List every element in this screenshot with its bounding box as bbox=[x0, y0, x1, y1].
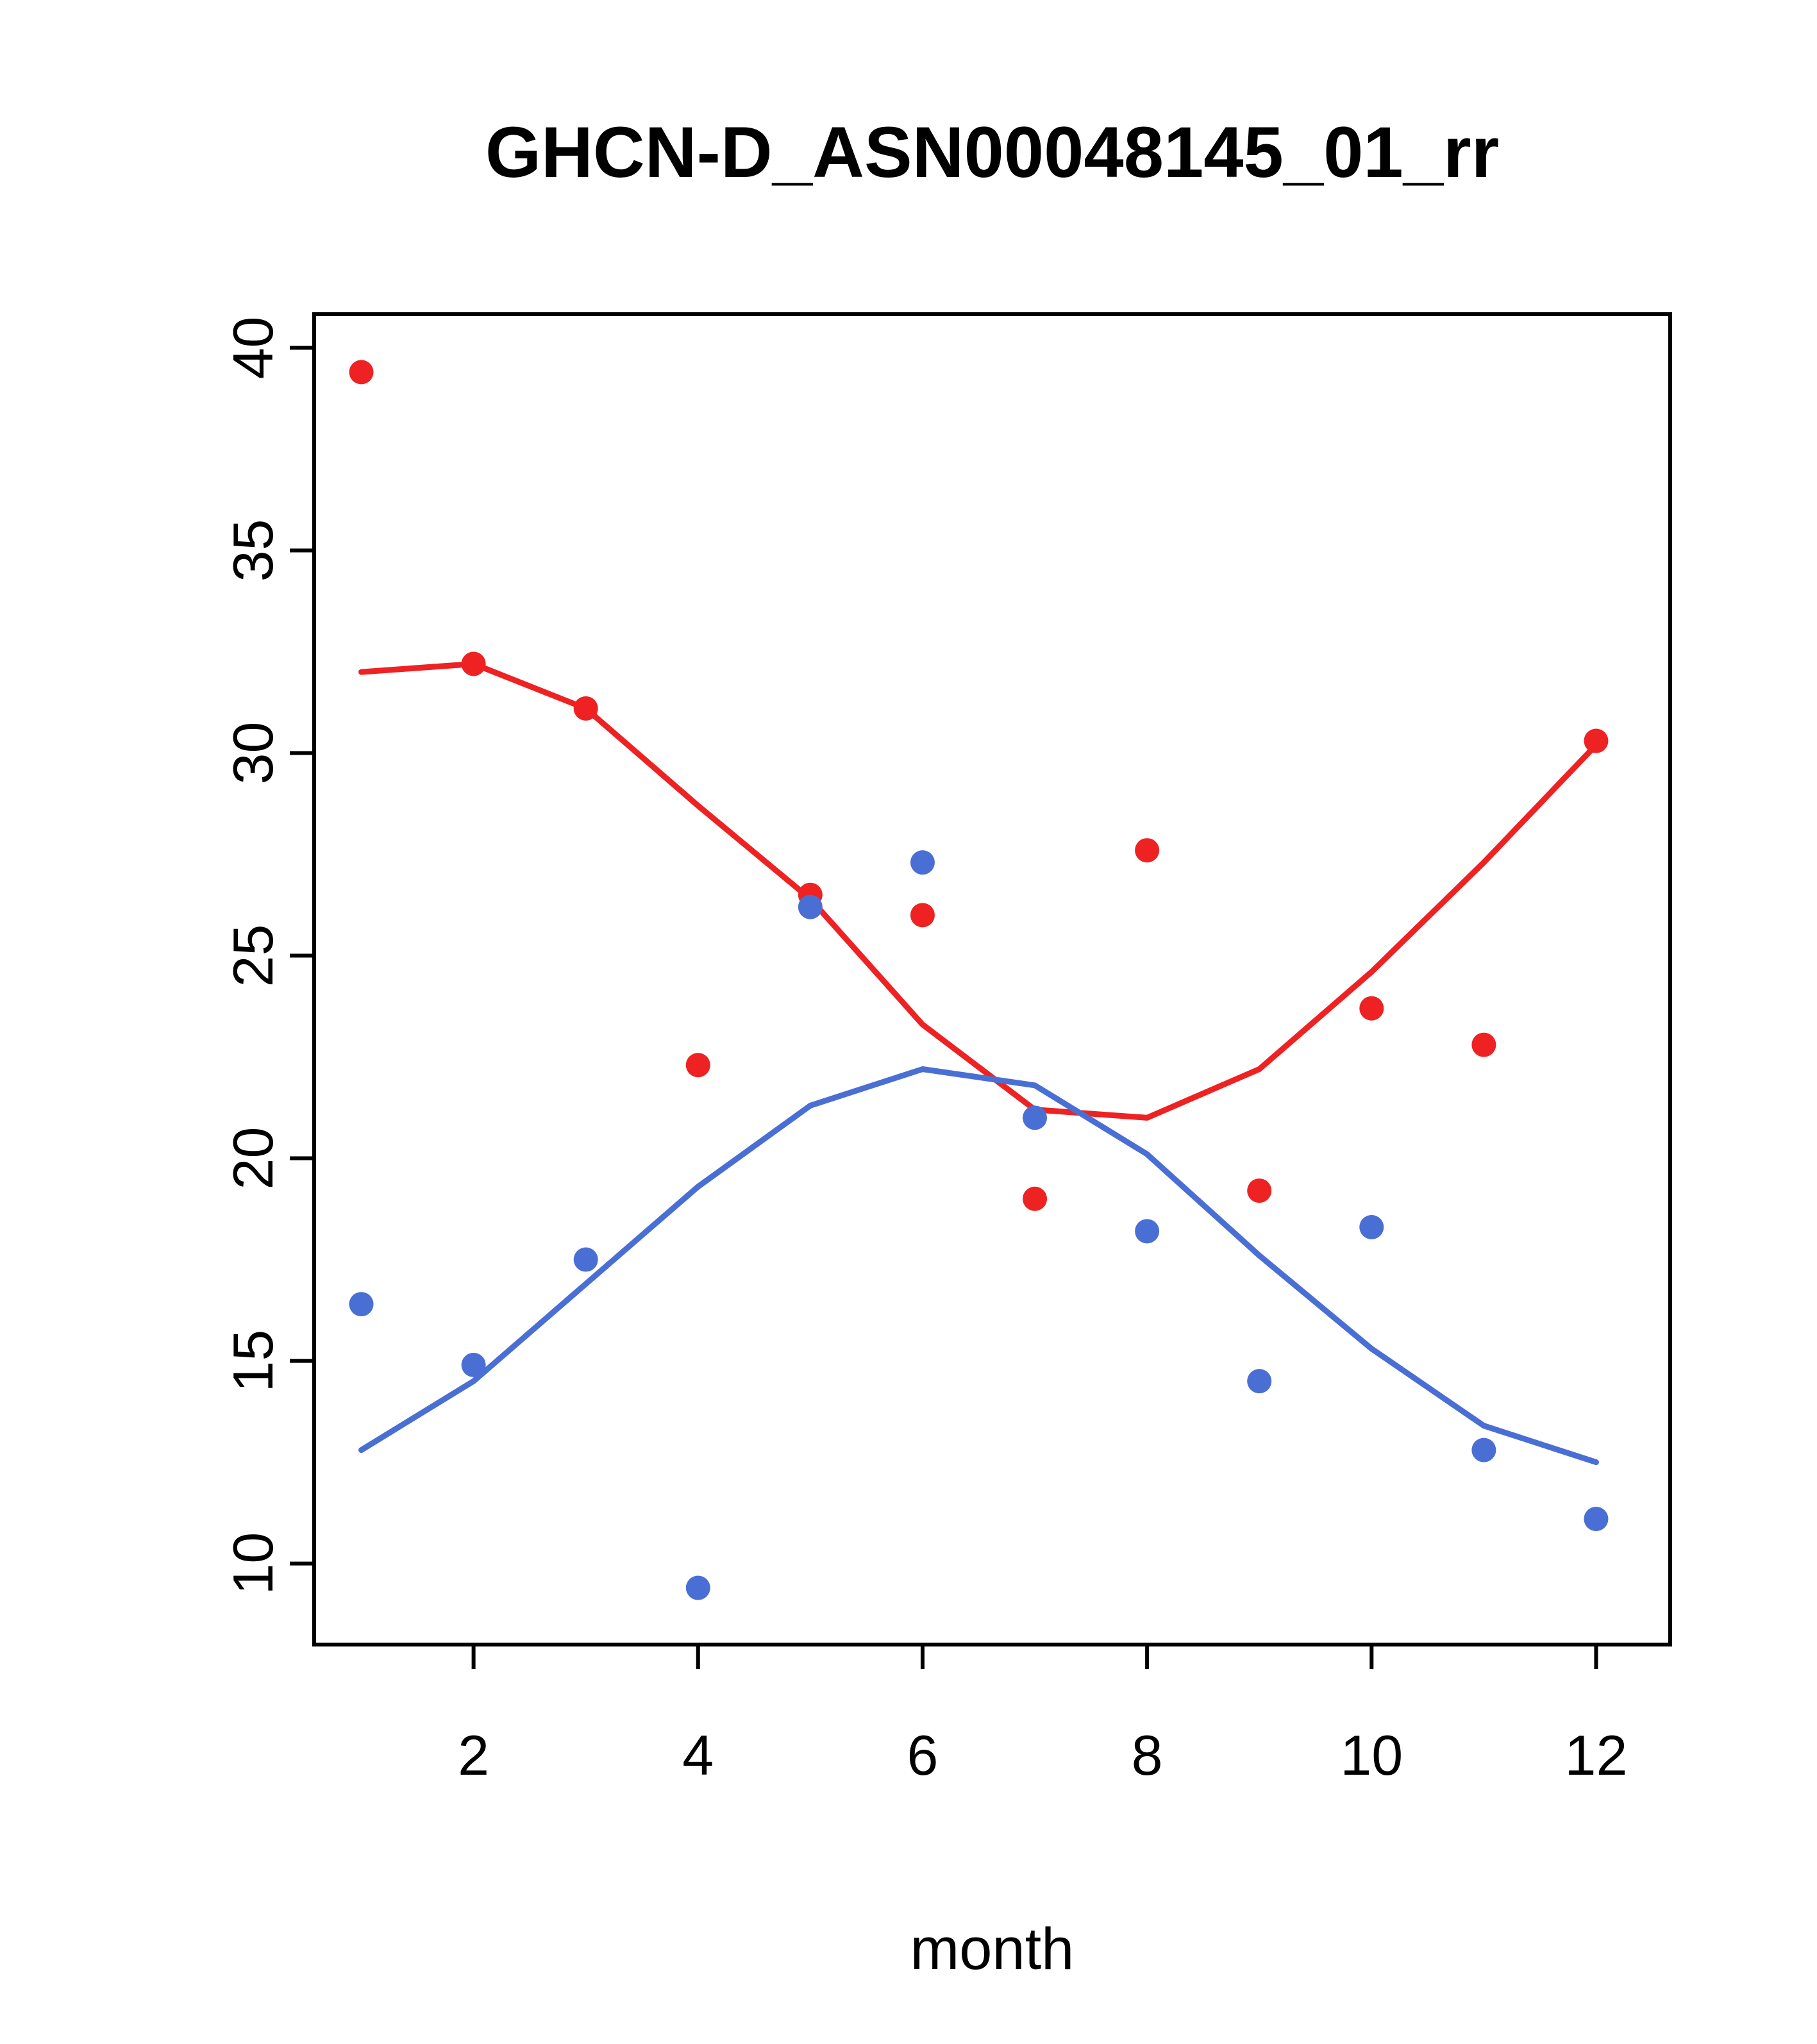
plot-box bbox=[312, 312, 1672, 1646]
red-smooth-line bbox=[358, 660, 1599, 1121]
x-axis-tick-label: 12 bbox=[1565, 1723, 1628, 1787]
red-point bbox=[1359, 996, 1384, 1021]
x-axis-tick-label: 2 bbox=[458, 1723, 489, 1787]
red-point bbox=[1584, 728, 1609, 753]
blue-point bbox=[910, 850, 935, 875]
y-axis-tick-label: 10 bbox=[221, 1532, 285, 1595]
red-point bbox=[685, 1053, 710, 1078]
chart-title: GHCN-D_ASN00048145_01_rr bbox=[485, 112, 1500, 192]
red-point bbox=[461, 651, 486, 676]
blue-point bbox=[1023, 1105, 1048, 1130]
x-axis-tick-label: 10 bbox=[1340, 1723, 1403, 1787]
blue-point bbox=[573, 1247, 598, 1272]
blue-point bbox=[798, 894, 823, 919]
red-point bbox=[1023, 1186, 1048, 1211]
blue-point bbox=[461, 1352, 486, 1377]
blue-point bbox=[1135, 1219, 1160, 1244]
x-axis-tick-label: 6 bbox=[907, 1723, 938, 1787]
red-point bbox=[573, 696, 598, 721]
x-axis-tick-label: 4 bbox=[682, 1723, 714, 1787]
y-axis-tick-label: 20 bbox=[221, 1127, 285, 1190]
red-point bbox=[1247, 1178, 1272, 1203]
red-point bbox=[1135, 838, 1160, 863]
y-axis-tick-label: 15 bbox=[221, 1330, 285, 1393]
blue-point bbox=[349, 1292, 374, 1317]
x-axis-tick-label: 8 bbox=[1132, 1723, 1163, 1787]
blue-point bbox=[1359, 1214, 1384, 1239]
y-axis-tick-label: 40 bbox=[221, 317, 285, 380]
blue-point bbox=[685, 1575, 710, 1600]
red-point bbox=[1471, 1032, 1496, 1057]
red-point bbox=[910, 903, 935, 928]
blue-smooth-line bbox=[358, 1066, 1599, 1466]
blue-point bbox=[1584, 1507, 1609, 1532]
y-axis-tick-label: 25 bbox=[221, 925, 285, 987]
blue-point bbox=[1471, 1437, 1496, 1462]
red-point bbox=[349, 360, 374, 385]
blue-point bbox=[1247, 1369, 1272, 1394]
x-axis-label: month bbox=[910, 1916, 1075, 1982]
y-axis-tick-label: 35 bbox=[221, 519, 285, 582]
y-axis-tick-label: 30 bbox=[221, 722, 285, 785]
